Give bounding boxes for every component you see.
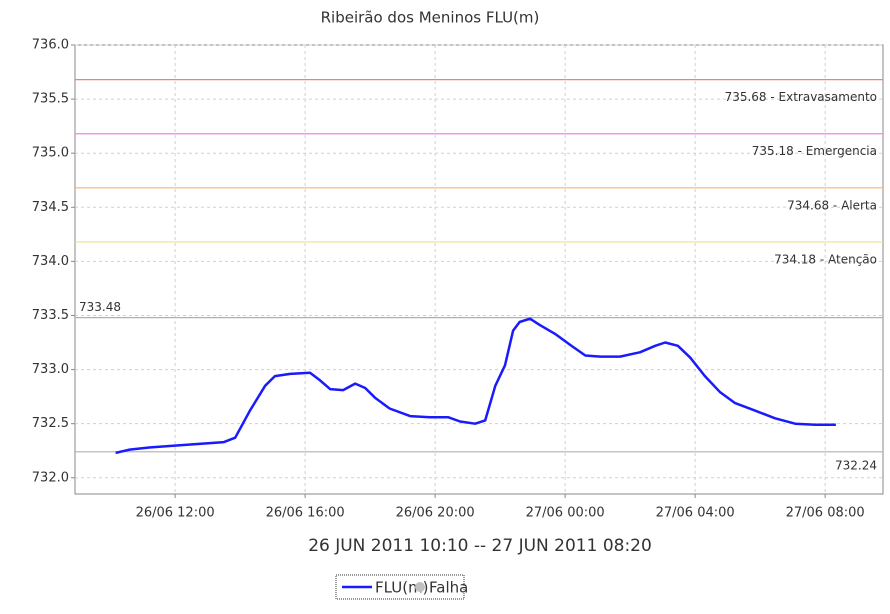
x-tick-label: 27/06 00:00 bbox=[526, 506, 605, 521]
y-tick-label: 735.5 bbox=[32, 92, 69, 107]
x-tick-label: 27/06 08:00 bbox=[786, 506, 865, 521]
plot-area bbox=[74, 44, 884, 495]
legend-label: FLU(m) bbox=[375, 579, 429, 597]
y-tick-label: 732.5 bbox=[32, 416, 69, 431]
threshold-label: 735.18 - Emergencia bbox=[752, 144, 877, 158]
threshold-label: 732.24 bbox=[835, 458, 877, 472]
y-tick-label: 732.0 bbox=[32, 470, 69, 485]
data-line bbox=[115, 317, 836, 455]
x-tick-label: 27/06 04:00 bbox=[656, 506, 735, 521]
y-tick-label: 733.0 bbox=[32, 362, 69, 377]
legend: FLU(m) Falha bbox=[335, 574, 468, 600]
threshold-label: 734.68 - Alerta bbox=[787, 198, 877, 212]
threshold-label: 734.18 - Atenção bbox=[774, 252, 877, 266]
y-tick-label: 734.5 bbox=[32, 200, 69, 215]
x-axis-title: 26 JUN 2011 10:10 -- 27 JUN 2011 08:20 bbox=[308, 536, 652, 556]
y-tick-label: 736.0 bbox=[32, 38, 69, 53]
y-tick-label: 735.0 bbox=[32, 146, 69, 161]
y-tick-label: 733.5 bbox=[32, 308, 69, 323]
threshold-label: 733.48 bbox=[79, 300, 121, 314]
threshold-label: 735.68 - Extravasamento bbox=[725, 90, 877, 104]
legend-label: Falha bbox=[429, 579, 468, 597]
x-tick-label: 26/06 16:00 bbox=[266, 506, 345, 521]
x-tick-label: 26/06 12:00 bbox=[136, 506, 215, 521]
y-tick-label: 734.0 bbox=[32, 254, 69, 269]
x-tick-label: 26/06 20:00 bbox=[396, 506, 475, 521]
legend-swatch bbox=[415, 582, 425, 592]
chart-title: Ribeirão dos Meninos FLU(m) bbox=[321, 9, 540, 27]
